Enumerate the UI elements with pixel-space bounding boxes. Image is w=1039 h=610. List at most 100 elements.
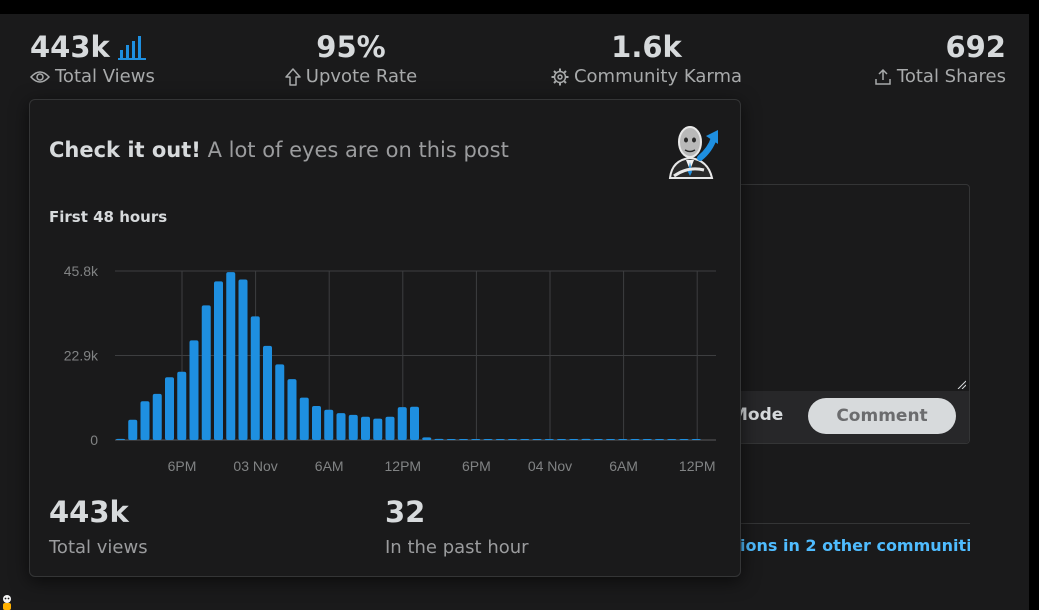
popover-heading-rest: A lot of eyes are on this post [207, 138, 509, 162]
x-axis-labels: 6PM 03 Nov 6AM 12PM 6PM 04 Nov 6AM 12PM [168, 458, 716, 474]
chart-bar[interactable] [214, 281, 223, 440]
upvote-arrow-icon [285, 67, 301, 86]
crosspost-discussions-link[interactable]: ions in 2 other communities [740, 536, 970, 555]
upvote-rate-label: Upvote Rate [305, 66, 418, 87]
chart-bar[interactable] [250, 316, 260, 440]
chart-bar[interactable] [667, 439, 677, 440]
composer-footer: Mode Comment [701, 391, 969, 443]
post-page: 443k Total Views 95% Upvote Rate [0, 14, 1029, 610]
footer-total-views-value: 443k [49, 495, 129, 529]
y-axis-labels: 45.8k 22.9k 0 [64, 263, 99, 448]
footer-past-hour-label: In the past hour [385, 537, 529, 558]
chart-bar[interactable] [471, 439, 481, 440]
chart-bar[interactable] [618, 439, 628, 440]
chart-bar[interactable] [557, 439, 566, 440]
popover-heading-strong: Check it out! [49, 138, 201, 162]
chart-bar[interactable] [361, 416, 370, 440]
chart-bar[interactable] [226, 272, 236, 440]
stat-upvote-rate: 95% Upvote Rate [285, 30, 418, 87]
footer-past-hour-value: 32 [385, 495, 426, 529]
footer-total-views: 443k Total views [49, 495, 148, 558]
chart-bar[interactable] [238, 279, 248, 440]
total-views-value: 443k [30, 30, 110, 64]
chart-bar[interactable] [263, 345, 272, 440]
footer-past-hour: 32 In the past hour [385, 495, 529, 558]
chart-bar[interactable] [140, 401, 150, 440]
x-tick-label: 03 Nov [233, 458, 277, 474]
popover-heading: Check it out! A lot of eyes are on this … [49, 138, 509, 162]
chart-bar[interactable] [165, 377, 174, 440]
chart-bar[interactable] [544, 439, 554, 440]
chart-bar[interactable] [422, 437, 432, 440]
chart-bar[interactable] [275, 364, 285, 440]
resize-grip-icon[interactable] [956, 379, 966, 389]
total-views-label: Total Views [55, 66, 155, 87]
footer-total-views-label: Total views [49, 537, 148, 558]
x-tick-label: 6AM [315, 458, 344, 474]
total-shares-value: 692 [945, 30, 1006, 64]
chart-bar[interactable] [532, 439, 542, 440]
comment-button[interactable]: Comment [808, 398, 956, 434]
total-shares-label: Total Shares [896, 66, 1006, 87]
chart-bar[interactable] [459, 439, 468, 440]
x-tick-label: 12PM [679, 458, 716, 474]
chart-bar[interactable] [177, 371, 187, 440]
y-tick-label: 45.8k [64, 263, 99, 279]
community-karma-label: Community Karma [573, 66, 743, 87]
chart-bar[interactable] [336, 413, 346, 440]
chart-bar[interactable] [116, 438, 125, 440]
chart-bar[interactable] [655, 439, 664, 440]
chart-bar[interactable] [152, 393, 162, 440]
x-tick-label: 6AM [609, 458, 638, 474]
stat-total-shares: 692 Total Shares [874, 30, 1006, 87]
chart-bar[interactable] [299, 397, 309, 440]
chart-bar[interactable] [201, 305, 211, 440]
chart-bar[interactable] [520, 439, 530, 440]
chart-bar[interactable] [287, 379, 297, 440]
views-bar-chart: 45.8k 22.9k 0 6PM 03 Nov 6AM 12PM 6PM 04 Nov 6AM… [64, 263, 716, 474]
y-tick-label: 0 [90, 432, 98, 448]
chart-bar[interactable] [324, 409, 334, 440]
stat-community-karma: 1.6k Community Karma [551, 30, 742, 87]
chart-bar[interactable] [446, 439, 456, 440]
stonks-mascot-icon [668, 126, 718, 179]
chart-bar[interactable] [679, 439, 689, 440]
chart-bar[interactable] [569, 439, 579, 440]
chart-bar[interactable] [397, 407, 407, 440]
eye-icon [30, 70, 50, 83]
chart-bar[interactable] [312, 406, 321, 440]
karma-gear-icon [551, 68, 569, 85]
chart-bar[interactable] [189, 340, 199, 440]
chart-bar[interactable] [495, 439, 505, 440]
chart-bar[interactable] [128, 419, 138, 440]
chart-bar[interactable] [593, 439, 603, 440]
chart-bars [116, 272, 701, 440]
x-tick-label: 6PM [462, 458, 491, 474]
chart-bar[interactable] [434, 438, 444, 440]
chart-bar[interactable] [373, 418, 383, 440]
x-tick-label: 04 Nov [528, 458, 572, 474]
views-popover: Check it out! A lot of eyes are on this … [29, 99, 741, 577]
chart-title: First 48 hours [49, 208, 168, 226]
chart-bar[interactable] [410, 406, 419, 440]
section-divider [740, 523, 970, 524]
chart-bar[interactable] [691, 439, 701, 440]
upvote-rate-value: 95% [316, 30, 386, 64]
chart-bar[interactable] [348, 414, 358, 440]
community-karma-value: 1.6k [611, 30, 682, 64]
share-icon [875, 68, 891, 85]
chart-bar[interactable] [630, 439, 640, 440]
stat-total-views: 443k Total Views [30, 30, 155, 87]
bar-chart-icon[interactable] [117, 34, 148, 60]
comment-composer[interactable]: Mode Comment [700, 184, 970, 444]
markdown-mode-toggle[interactable]: Mode [731, 405, 784, 425]
x-tick-label: 12PM [385, 458, 422, 474]
chart-bar[interactable] [642, 439, 652, 440]
chart-bar[interactable] [508, 439, 517, 440]
chart-bar[interactable] [483, 439, 493, 440]
snoo-avatar-icon [3, 595, 11, 610]
chart-bar[interactable] [606, 439, 615, 440]
chart-bar[interactable] [385, 416, 395, 440]
chart-bar[interactable] [581, 438, 591, 440]
x-tick-label: 6PM [168, 458, 197, 474]
